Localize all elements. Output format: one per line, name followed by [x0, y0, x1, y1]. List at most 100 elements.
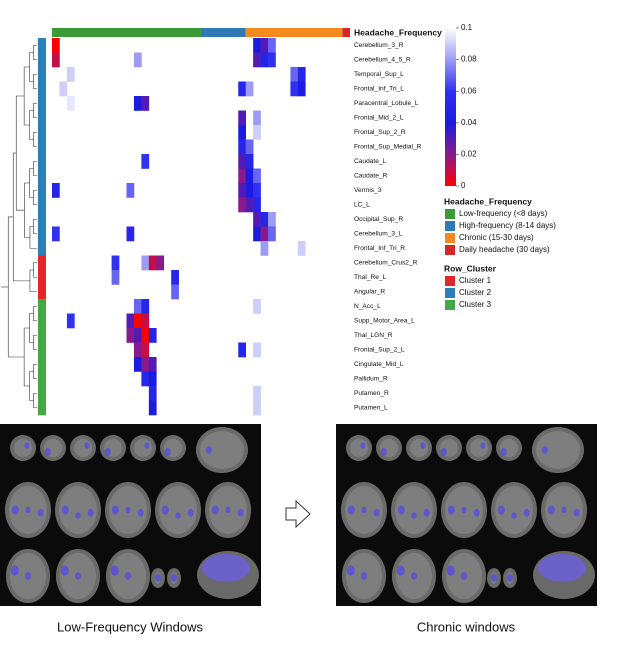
activation — [347, 505, 355, 515]
activation — [573, 508, 580, 517]
cell — [238, 197, 246, 213]
row-cluster — [38, 328, 46, 343]
cell — [238, 125, 246, 140]
activation — [491, 574, 497, 582]
row-cluster — [38, 226, 46, 242]
activation — [346, 565, 355, 576]
row-label: Cingulate_Mid_L — [354, 361, 404, 368]
colorbar-tick-label: 0.02 — [461, 150, 477, 159]
activation — [561, 506, 567, 514]
row-cluster — [38, 67, 46, 82]
activation — [523, 508, 530, 517]
activation — [144, 442, 150, 449]
row-label: Cerebellum_Crus2_R — [354, 260, 418, 267]
legend-label: High-frequency (8-14 days) — [459, 221, 556, 230]
colorbar-tick-label: 0 — [461, 181, 466, 190]
legend-label: Chronic (15-30 days) — [459, 233, 534, 242]
activation — [500, 448, 507, 456]
row-label: Vermis_3 — [354, 187, 382, 194]
cell — [52, 38, 60, 53]
activation — [125, 506, 131, 514]
activation — [446, 565, 455, 576]
legend-swatch — [445, 288, 455, 298]
cell — [253, 342, 261, 358]
cell — [253, 400, 261, 416]
column-group — [52, 28, 201, 37]
cell — [238, 168, 246, 184]
cell — [238, 110, 246, 126]
cell — [111, 270, 120, 285]
cell — [148, 255, 157, 271]
cell — [141, 342, 150, 358]
legend-title: Row_Cluster — [444, 263, 497, 273]
activation — [538, 554, 586, 582]
row-label: Paracentral_Lobule_L — [354, 100, 419, 107]
row-cluster — [38, 212, 46, 227]
row-label: Temporal_Sup_L — [354, 71, 404, 78]
row-cluster — [38, 125, 46, 140]
activation — [211, 505, 219, 515]
activation — [461, 572, 467, 580]
legend-swatch — [445, 245, 455, 255]
cell — [148, 371, 157, 387]
cell — [141, 96, 150, 111]
dendrogram — [15, 95, 25, 211]
cell — [126, 226, 135, 242]
dendrogram — [29, 168, 34, 198]
activation — [411, 512, 417, 519]
dendrogram — [29, 371, 34, 401]
dendrogram — [33, 189, 37, 206]
colorbar-tick-label: 0.06 — [461, 86, 477, 95]
cell — [133, 96, 142, 111]
activation — [164, 448, 171, 456]
activation — [155, 574, 161, 582]
cell — [171, 270, 179, 285]
row-cluster — [38, 38, 46, 53]
cell — [148, 386, 157, 401]
activation — [187, 508, 194, 517]
dendrogram — [33, 262, 37, 278]
activation — [420, 442, 426, 449]
row-label: Frontal_Sup_2_L — [354, 347, 405, 354]
cell — [141, 371, 150, 387]
row-cluster — [38, 81, 46, 97]
cell — [290, 81, 299, 97]
dendrogram — [29, 52, 34, 82]
cell — [111, 255, 120, 271]
row-label: Supp_Motor_Area_L — [354, 318, 415, 325]
row-label: Frontal_Sup_2_R — [354, 129, 406, 136]
activation — [87, 508, 94, 517]
row-label: Frontal_Inf_Tri_R — [354, 245, 405, 252]
activation — [411, 572, 417, 580]
cell — [238, 183, 246, 198]
row-cluster — [38, 270, 46, 285]
activation — [24, 442, 30, 449]
cell — [245, 81, 254, 97]
dendrogram — [23, 327, 30, 387]
row-cluster — [38, 110, 46, 126]
legend-label: Low-frequency (<8 days) — [459, 209, 548, 218]
cell — [171, 284, 179, 300]
activation — [11, 505, 19, 515]
cell — [268, 226, 276, 242]
activation — [61, 505, 69, 515]
activation — [84, 442, 90, 449]
dendrogram — [24, 182, 30, 238]
legend-label: Daily headache (30 days) — [459, 245, 550, 254]
row-label: Caudate_R — [354, 173, 388, 180]
cell — [238, 81, 246, 97]
cell — [141, 313, 150, 329]
activation — [473, 508, 480, 517]
cell — [297, 81, 306, 97]
row-cluster — [38, 284, 46, 300]
legend-label: Cluster 2 — [459, 288, 492, 297]
activation — [110, 565, 119, 576]
legend-swatch — [445, 221, 455, 231]
cell — [66, 313, 75, 329]
column-group — [342, 28, 350, 37]
activation — [507, 574, 513, 582]
activation — [380, 448, 387, 456]
cell — [66, 96, 75, 111]
activation — [75, 512, 81, 519]
cell — [253, 183, 261, 198]
